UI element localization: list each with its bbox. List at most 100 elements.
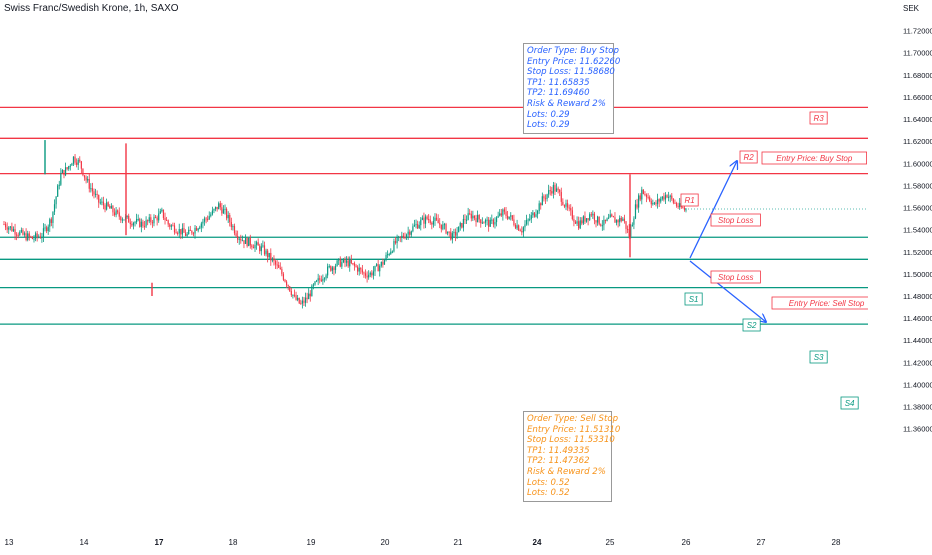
candle-body: [626, 228, 629, 230]
candle-body: [268, 252, 270, 258]
candle-body: [655, 202, 657, 205]
candle-body: [518, 225, 520, 231]
candle-body: [93, 191, 95, 195]
candle-body: [647, 197, 649, 199]
candle-body: [664, 195, 667, 200]
candle-body: [330, 266, 332, 271]
candle-body: [634, 204, 637, 219]
candle-body: [74, 156, 76, 163]
candle-body: [200, 223, 202, 228]
y-tick-label: 11.70000: [903, 49, 932, 58]
candle-body: [145, 220, 147, 227]
sell-order-box: Order Type: Sell Stop Entry Price: 11.51…: [523, 411, 620, 502]
candle-body: [641, 189, 643, 200]
candle-body: [516, 225, 518, 229]
buy-order-line: Entry Price: 11.62260: [527, 56, 621, 67]
candle-body: [505, 211, 507, 216]
candle-body: [159, 211, 161, 214]
candle-body: [554, 184, 556, 192]
y-tick-label: 11.54000: [903, 226, 932, 235]
candle-body: [319, 278, 321, 280]
candle-body: [398, 236, 400, 238]
candle-body: [196, 227, 198, 231]
candle-body: [574, 221, 577, 224]
candle-body: [443, 224, 446, 226]
candle-body: [189, 229, 191, 231]
candle-body: [230, 222, 232, 228]
candle-body: [570, 208, 572, 211]
candle-body: [3, 224, 5, 226]
candle-body: [19, 231, 21, 236]
candle-body: [331, 267, 333, 271]
candle-body: [282, 274, 285, 280]
y-tick-label: 11.64000: [903, 115, 932, 124]
candle-body: [611, 214, 613, 217]
candle-body: [364, 273, 367, 276]
s4-label: S4: [845, 399, 855, 408]
candle-body: [467, 213, 469, 220]
candle-body: [522, 227, 524, 233]
candle-body: [592, 213, 594, 216]
candle-body: [246, 237, 248, 247]
sell-arrow: [689, 260, 766, 322]
candle-body: [136, 219, 138, 223]
candle-body: [417, 224, 419, 229]
candle-body: [49, 219, 51, 227]
candle-body: [216, 206, 218, 210]
candle-body: [658, 199, 660, 202]
candle-body: [297, 297, 299, 300]
candle-body: [451, 233, 453, 240]
candle-body: [327, 266, 329, 276]
candle-body: [82, 168, 84, 176]
candle-body: [153, 217, 155, 224]
candle-body: [383, 260, 386, 265]
candle-body: [88, 179, 90, 189]
candle-body: [369, 272, 371, 275]
candle-body: [203, 218, 206, 222]
candle-body: [639, 195, 641, 200]
candle-body: [559, 189, 561, 193]
stop-loss-upper-label-box: [710, 213, 761, 227]
candle-body: [322, 278, 324, 282]
candle-body: [495, 217, 498, 223]
candle-body: [64, 167, 67, 176]
x-tick-label: 13: [5, 538, 14, 547]
candle-body: [96, 193, 98, 195]
candle-body: [237, 236, 239, 240]
candle-body: [106, 202, 108, 210]
candle-body: [582, 216, 584, 224]
candle-body: [620, 217, 622, 221]
buy-order-line: Lots: 0.29: [527, 120, 570, 131]
candle-body: [4, 224, 7, 228]
candle-body: [295, 295, 297, 300]
candle-body: [20, 229, 22, 232]
candle-body: [118, 212, 120, 217]
candle-body: [309, 293, 311, 297]
candle-body: [173, 225, 176, 233]
candle-body: [402, 235, 405, 238]
candle-body: [107, 202, 109, 206]
candle-body: [39, 236, 41, 239]
candle-body: [290, 291, 292, 296]
candle-body: [306, 297, 308, 300]
buy-order-line: Order Type: Buy Stop: [527, 46, 619, 56]
y-tick-label: 11.36000: [903, 425, 932, 434]
candle-body: [147, 220, 149, 222]
candle-body: [180, 229, 182, 235]
candle-body: [421, 217, 423, 220]
currency-label: SEK: [903, 4, 920, 13]
candle-body: [609, 214, 611, 218]
candle-body: [379, 265, 381, 272]
candle-body: [480, 219, 482, 224]
candle-body: [614, 217, 616, 223]
x-tick-label: 21: [454, 538, 463, 547]
candle-body: [368, 274, 370, 278]
entry-buy-label-box: [761, 151, 867, 165]
candle-body: [336, 260, 338, 266]
candle-body: [110, 206, 112, 209]
candle-body: [513, 219, 515, 226]
candle-body: [115, 210, 117, 216]
candle-body: [184, 232, 187, 236]
candle-body: [148, 217, 150, 222]
